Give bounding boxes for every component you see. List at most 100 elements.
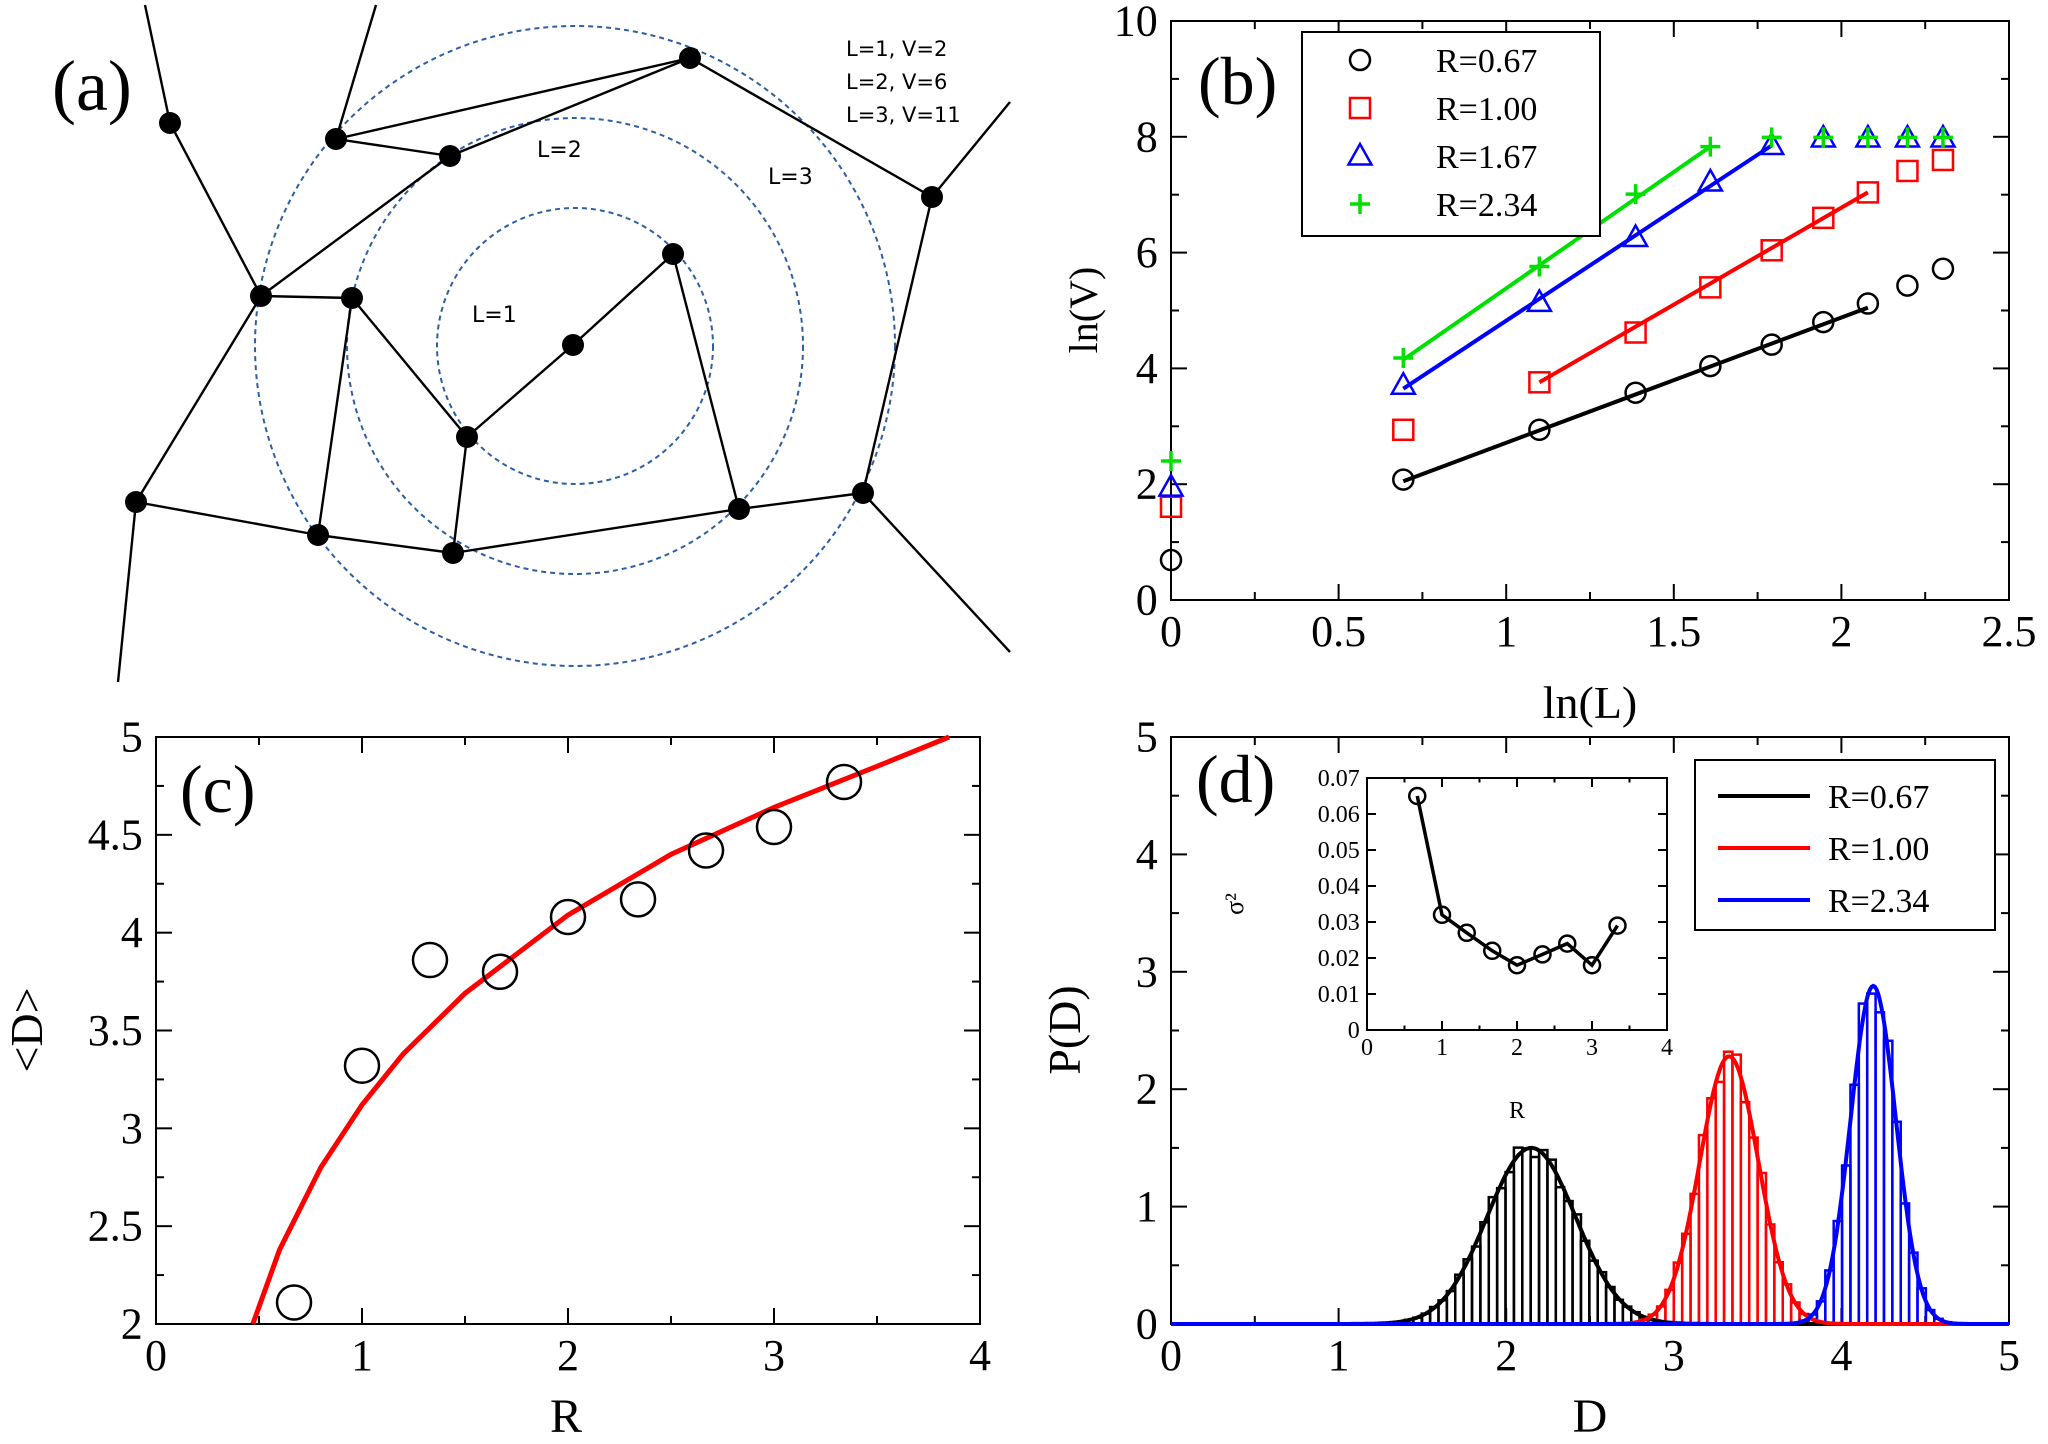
node [662, 243, 684, 265]
node [442, 542, 464, 564]
x-tick-label: 2 [1511, 1035, 1523, 1061]
histogram-bar [1495, 1186, 1507, 1326]
data-point [1758, 130, 1786, 156]
inset-point [1507, 955, 1527, 975]
node [439, 145, 461, 167]
fit-curve [250, 734, 951, 1325]
data-point [1624, 381, 1647, 404]
data-point [1897, 127, 1918, 148]
inset-xlabel: R [1509, 1098, 1525, 1124]
panel-b-markers [1157, 123, 1957, 572]
histogram-bar [1731, 1053, 1743, 1326]
histogram-bar [1874, 1011, 1886, 1326]
node [562, 334, 584, 356]
data-point [1392, 468, 1415, 491]
x-tick-label: 4 [969, 1331, 991, 1380]
y-tick-label: 3.5 [88, 1006, 143, 1055]
data-point [1528, 371, 1551, 394]
histogram-bar [1521, 1147, 1532, 1326]
data-point [1812, 310, 1835, 334]
fit-line [1402, 144, 1712, 362]
y-tick-label: 4.5 [88, 810, 143, 859]
node [679, 47, 701, 69]
legend-label-r067: R=0.67 [1436, 43, 1537, 80]
data-point [1856, 181, 1880, 204]
histogram-bar [1865, 992, 1877, 1326]
y-tick-label: 0.06 [1318, 802, 1360, 828]
x-tick-label: 4 [1661, 1035, 1673, 1061]
data-point [1696, 167, 1724, 192]
x-tick-label: 0.5 [1311, 607, 1366, 656]
data-point [1389, 370, 1417, 395]
panel-d-xlabel: D [1573, 1390, 1608, 1443]
histogram-bar [1504, 1170, 1516, 1326]
data-point [1812, 206, 1835, 230]
count-label-l2: L=2, V=6 [846, 70, 947, 94]
panel-b-legend: R=0.67 R=1.00 R=1.67 R=2.34 [1301, 31, 1601, 237]
ring-label-l3: L=3 [768, 165, 813, 190]
histogram-bar [1739, 1100, 1751, 1326]
inset-background [1367, 778, 1667, 1030]
x-tick-label: 0 [1160, 1331, 1182, 1380]
panel-c-axes: 0 1 2 3 4 2 2.5 3 3.5 4 4.5 5 [88, 713, 991, 1381]
data-point [1896, 274, 1919, 297]
node [250, 285, 272, 307]
y-tick-label: 2 [121, 1300, 143, 1349]
data-point [1856, 292, 1880, 315]
data-point [619, 881, 657, 918]
panel-c-label: (c) [180, 751, 255, 827]
data-point [1393, 347, 1414, 368]
legend-label-r100: R=1.00 [1828, 831, 1929, 868]
y-tick-label: 2 [1136, 460, 1158, 509]
legend-marker [1350, 194, 1370, 214]
y-tick-label: 3 [1136, 947, 1158, 996]
count-label-l3: L=3, V=11 [846, 103, 961, 127]
ring-l2 [346, 117, 804, 575]
data-point [411, 941, 449, 979]
y-tick-label: 0.01 [1318, 982, 1360, 1008]
panel-a: (a) L=1 L=2 L=3 L=1, V=2 L=2, V=6 L=3, V… [52, 4, 1011, 683]
node [341, 287, 363, 309]
y-tick-label: 0 [1136, 576, 1158, 625]
data-point [343, 1047, 381, 1084]
data-point [1760, 239, 1783, 262]
legend-label-r100: R=1.00 [1436, 91, 1537, 128]
y-tick-label: 2.5 [88, 1202, 143, 1251]
y-tick-label: 3 [121, 1104, 143, 1153]
x-tick-label: 2.5 [1982, 607, 2037, 656]
node [159, 112, 181, 134]
panel-c: 0 1 2 3 4 2 2.5 3 3.5 4 4.5 5 (c) R <D> [1, 713, 991, 1443]
data-point [687, 832, 725, 869]
data-point [1159, 548, 1183, 572]
panel-b-xlabel: ln(L) [1543, 677, 1638, 728]
histogram-bar [1537, 1148, 1549, 1326]
legend-label-r067: R=0.67 [1828, 779, 1929, 816]
data-point [1813, 127, 1834, 148]
y-tick-label: 10 [1114, 0, 1158, 46]
x-tick-label: 1 [1495, 607, 1517, 656]
y-tick-label: 0.04 [1318, 874, 1360, 900]
y-tick-label: 0.02 [1318, 946, 1360, 972]
histogram-bar [1706, 1096, 1717, 1326]
inset-line-path [1415, 795, 1619, 968]
y-tick-label: 0.03 [1318, 910, 1360, 936]
x-tick-label: 0 [145, 1331, 167, 1380]
legend-marker [1346, 141, 1374, 166]
x-tick-label: 3 [1586, 1035, 1598, 1061]
panel-b-label: (b) [1198, 43, 1277, 119]
x-tick-label: 1 [351, 1331, 373, 1380]
panel-d: 0 1 2 3 4 5 0 1 2 3 4 5 (d) D P(D) R=0.67 R=1.00 R=… [1039, 713, 2020, 1443]
panel-d-legend: R=0.67 R=1.00 R=2.34 [1694, 759, 1996, 931]
x-tick-label: 2 [1495, 1331, 1517, 1380]
fit-line [1402, 143, 1773, 391]
node [728, 498, 750, 520]
x-tick-label: 4 [1830, 1331, 1852, 1380]
inset-point [1608, 916, 1627, 935]
data-point [1157, 472, 1185, 497]
data-point [1699, 276, 1722, 299]
y-tick-label: 4 [1136, 830, 1158, 879]
data-point [1700, 136, 1721, 157]
data-point [1931, 257, 1955, 281]
network-nodes [125, 47, 943, 564]
data-point [1392, 418, 1415, 442]
